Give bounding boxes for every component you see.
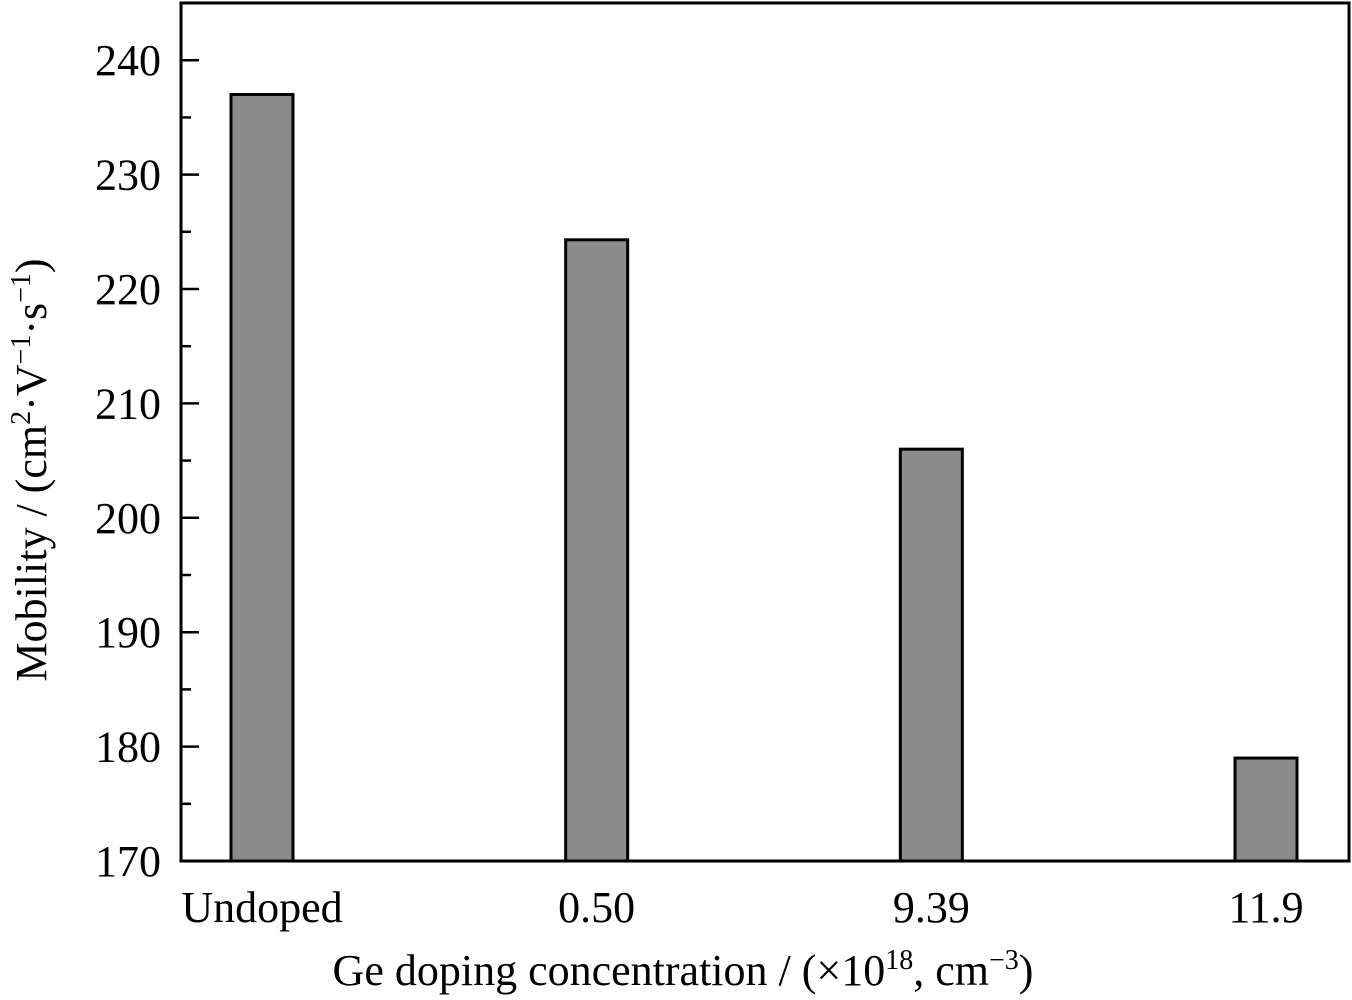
y-tick-label: 200 bbox=[95, 494, 161, 543]
y-axis-title: Mobility / (cm2·V−1·s−1) bbox=[6, 258, 56, 681]
y-tick-label: 180 bbox=[95, 723, 161, 772]
y-tick-label: 210 bbox=[95, 379, 161, 428]
x-category-label: Undoped bbox=[181, 883, 342, 932]
x-axis-title: Ge doping concentration / (×1018, cm−3) bbox=[333, 945, 1034, 995]
bar-undoped bbox=[229, 93, 295, 863]
x-category-label: 0.50 bbox=[558, 883, 635, 932]
x-category-label: 11.9 bbox=[1228, 883, 1303, 932]
x-category-label: 9.39 bbox=[893, 883, 970, 932]
plot-frame bbox=[179, 1, 1351, 863]
y-tick-label: 190 bbox=[95, 608, 161, 657]
y-tick-label: 230 bbox=[95, 151, 161, 200]
bar-9-39 bbox=[898, 447, 964, 863]
y-tick-label: 240 bbox=[95, 36, 161, 85]
tick-labels: 170 180 190 200 210 220 230 240 Undoped 0.50 9.39 1… bbox=[95, 36, 1304, 932]
y-ticks bbox=[181, 58, 199, 863]
y-tick-label: 170 bbox=[95, 837, 161, 886]
y-tick-label: 220 bbox=[95, 265, 161, 314]
bar-11-9 bbox=[1233, 756, 1299, 863]
bars bbox=[229, 93, 1299, 863]
bar-0-50 bbox=[564, 238, 630, 863]
